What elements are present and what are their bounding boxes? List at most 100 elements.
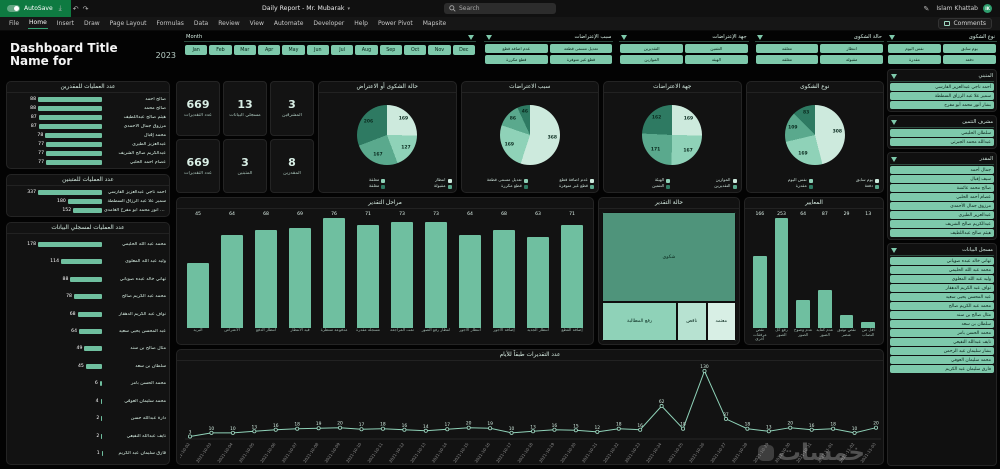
slicer-button[interactable]: الموازين [620, 55, 683, 64]
ribbon-tab-home[interactable]: Home [28, 18, 48, 29]
slicer-item[interactable]: محمد عبد الكريم صالح [890, 302, 994, 310]
ribbon-tab-insert[interactable]: Insert [56, 19, 74, 27]
slicer-button[interactable]: يوم سابق [943, 44, 996, 53]
pencil-icon[interactable]: ✎ [923, 4, 930, 13]
month-button[interactable]: May [282, 45, 305, 55]
slicer-item[interactable]: سلطان الحليمي [890, 129, 994, 137]
ribbon-tab-automate[interactable]: Automate [273, 19, 304, 27]
bar-column: 64 انتظار الأجور [454, 212, 486, 342]
month-button[interactable]: Jun [306, 45, 329, 55]
filter-icon[interactable] [486, 34, 492, 40]
slicer-button[interactable]: انتظار [820, 44, 883, 53]
slicer-button[interactable]: قطع مكررة [485, 55, 548, 64]
filter-icon[interactable] [756, 34, 763, 40]
bar-value-label: 71 [365, 212, 371, 217]
slicer-button[interactable]: نفس اليوم [888, 44, 941, 53]
month-button[interactable]: Oct [403, 45, 427, 55]
slicer-button[interactable]: الهيئة [685, 55, 748, 64]
legend-item: مغلقة [323, 184, 386, 189]
ribbon-tab-help[interactable]: Help [354, 19, 368, 27]
comment-icon [944, 21, 951, 26]
month-button[interactable]: Mar [233, 45, 256, 55]
slicer-item[interactable]: تهاني خالد عبده صوياني [890, 257, 994, 265]
row-name: مرزوق جمال الأحمدي [123, 123, 166, 129]
slicer-item[interactable]: عبدالعزيز الطيري [890, 211, 994, 219]
filter-icon[interactable] [889, 34, 895, 40]
slicer-item[interactable]: هيثم صالح عبداللطيف [890, 229, 994, 237]
ribbon-tab-review[interactable]: Review [218, 19, 240, 27]
ribbon-tab-mapsite[interactable]: Mapsite [422, 19, 447, 27]
month-button[interactable]: Jul [330, 45, 354, 55]
slicer-item[interactable]: سلطان بن سعد [890, 320, 994, 328]
slicer-button[interactable]: معلقة [755, 44, 819, 53]
filter-icon[interactable] [621, 34, 628, 40]
month-button[interactable]: Dec [452, 45, 475, 55]
slicer-item[interactable]: فارق سليمان عبد الكريم [890, 365, 994, 373]
ribbon-tab-page-layout[interactable]: Page Layout [109, 19, 147, 27]
ribbon-tab-data[interactable]: Data [193, 19, 209, 27]
slicer-item[interactable]: عصام أحمد الحلبي [890, 193, 994, 201]
slicer-button[interactable]: مقدرة [888, 55, 941, 64]
slicer-button[interactable]: مغلقة [755, 55, 819, 64]
slicer-item[interactable]: جمال أحمد [890, 166, 994, 174]
legend-swatch [808, 184, 813, 189]
ribbon-tab-formulas[interactable]: Formulas [156, 19, 184, 27]
slicer-item[interactable]: عبدالله محمد الجبرتي [890, 138, 994, 146]
slicer-item[interactable]: محمد عبد الله الحليمي [890, 266, 994, 274]
ribbon-tab-developer[interactable]: Developer [313, 19, 345, 27]
month-button[interactable]: Feb [209, 45, 232, 55]
ribbon-tab-view[interactable]: View [249, 19, 264, 27]
user-name[interactable]: Islam Khattab [936, 5, 978, 12]
svg-text:2021-10-13: 2021-10-13 [409, 441, 427, 463]
autosave-toggle[interactable] [7, 5, 20, 12]
redo-icon[interactable]: ↷ [82, 4, 89, 13]
month-button[interactable]: Jan [185, 45, 208, 55]
slicer-item[interactable]: عبدالكريم صالح الشريف [890, 220, 994, 228]
slicer-item[interactable]: محمد الحسن بامر [890, 329, 994, 337]
slicer-item[interactable]: بشار أنور محمد أبو مفرح [890, 101, 994, 109]
month-button[interactable]: Sep [379, 45, 402, 55]
row-name: محمد الحسن بامر [130, 381, 166, 387]
slicer-item[interactable]: مثال صالح بن سند [890, 311, 994, 319]
slicer-button[interactable]: التقديرين [620, 44, 683, 53]
slicer-button[interactable]: مقبولة [820, 55, 883, 64]
slicer-button[interactable]: تعديل مسمى قطعة [549, 44, 613, 53]
slicer-button[interactable]: قطع غير متوفرة [549, 55, 613, 64]
slicer-item[interactable]: عبد المحسن يحيى سعيد [890, 293, 994, 301]
slicer-item[interactable]: نايف عبدالله النفيعي [890, 338, 994, 346]
slicer-item[interactable]: بشار سليمان عبد الرحمن [890, 347, 994, 355]
kpi-card: 3 المتبنين [223, 138, 267, 193]
filter-icon[interactable] [891, 247, 897, 253]
ribbon-tab-draw[interactable]: Draw [83, 19, 100, 27]
data-point [295, 426, 300, 431]
filter-icon[interactable] [891, 119, 897, 125]
row-name: عبد المحسن يحيى سعيد [118, 328, 166, 334]
month-button[interactable]: Apr [257, 45, 281, 55]
slicer-item[interactable]: مرزوق جمال الأحمدي [890, 202, 994, 210]
slicer-button[interactable]: دفعة [943, 55, 996, 64]
filter-icon[interactable] [891, 73, 897, 79]
comments-button[interactable]: Comments [938, 18, 992, 29]
month-button[interactable]: Aug [355, 45, 378, 55]
document-title[interactable]: Daily Report - Mr. Mubarak ▾ [262, 5, 350, 12]
filter-icon[interactable] [468, 34, 474, 40]
slicer-item[interactable]: وليد عبد الله المعلوي [890, 275, 994, 283]
row-bar [73, 207, 102, 213]
search-box[interactable]: Search [444, 3, 556, 14]
slicer-button[interactable]: عدم اضافة قطع [485, 44, 548, 53]
slicer-item[interactable]: نواف عبد الكريم الدهقار [890, 284, 994, 292]
slicer-item[interactable]: سمير علا عبد الرزاق السططة [890, 92, 994, 100]
bar-column: 73 انتظار رفع الصور [420, 212, 452, 342]
slicer-item[interactable]: صالح محمد عائشة [890, 184, 994, 192]
save-icon[interactable]: ⤓ [58, 4, 62, 12]
slicer-item[interactable]: سيف إقبال [890, 175, 994, 183]
ribbon-tab-file[interactable]: File [9, 19, 20, 27]
filter-icon[interactable] [891, 156, 897, 162]
month-button[interactable]: Nov [428, 45, 451, 55]
slicer-item[interactable]: محمد سليمان العوفي [890, 356, 994, 364]
avatar[interactable]: IK [983, 4, 992, 13]
slicer-button[interactable]: التثمين [685, 44, 748, 53]
slicer-item[interactable]: أحمد ناجي عبدالعزيز الفارسي [890, 83, 994, 91]
undo-icon[interactable]: ↶ [72, 4, 79, 13]
ribbon-tab-power-pivot[interactable]: Power Pivot [377, 19, 413, 27]
